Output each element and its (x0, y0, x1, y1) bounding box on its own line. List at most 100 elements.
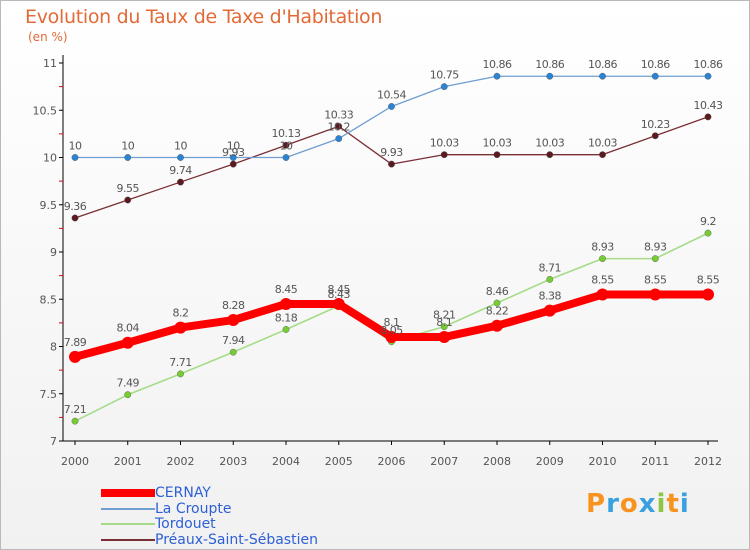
legend-swatch-tordouet (101, 523, 155, 525)
y-tick-label: 10.5 (33, 104, 58, 117)
data-label-la-croupte: 10 (121, 140, 134, 153)
data-point-tordouet (440, 323, 448, 331)
data-label-cernay: 8.38 (539, 290, 562, 303)
x-tick-label: 2006 (378, 455, 406, 468)
chart-title: Evolution du Taux de Taxe d'Habitation (25, 6, 383, 28)
legend-swatch-preaux-saint-sebastien (101, 539, 155, 541)
data-point-preaux-saint-sebastien (651, 132, 659, 140)
data-point-la-croupte (388, 103, 395, 110)
data-point-la-croupte (651, 72, 659, 80)
x-tick-label: 2007 (430, 455, 458, 468)
data-point-tordouet (546, 276, 554, 283)
data-label-cernay: 8.55 (697, 274, 720, 287)
data-point-la-croupte (599, 72, 606, 80)
chart-unit-label: (en %) (28, 30, 68, 44)
data-label-tordouet: 7.49 (117, 377, 140, 390)
data-point-cernay (649, 288, 662, 301)
data-label-la-croupte: 10 (280, 140, 293, 153)
data-point-cernay (385, 331, 398, 344)
data-label-cernay: 8.1 (384, 316, 400, 329)
x-tick-label: 2000 (61, 455, 89, 468)
legend-item-tordouet: Tordouet (101, 516, 216, 532)
data-point-preaux-saint-sebastien (388, 160, 395, 168)
data-label-tordouet: 8.93 (644, 241, 667, 254)
data-point-cernay (174, 321, 187, 334)
data-point-cernay (543, 304, 556, 317)
data-point-preaux-saint-sebastien (335, 122, 343, 130)
data-point-la-croupte (335, 135, 343, 143)
data-point-tordouet (71, 417, 79, 425)
data-label-cernay: 8.45 (275, 283, 298, 296)
y-tick-label: 11 (43, 57, 57, 70)
data-point-tordouet (124, 391, 132, 399)
data-point-preaux-saint-sebastien (704, 113, 712, 121)
data-label-preaux-saint-sebastien: 10.23 (641, 118, 670, 131)
data-label-preaux-saint-sebastien: 10.33 (324, 108, 353, 121)
y-tick-label: 8 (50, 341, 57, 354)
data-label-preaux-saint-sebastien: 9.36 (64, 200, 87, 213)
data-point-cernay (702, 288, 714, 301)
data-label-preaux-saint-sebastien: 10.03 (483, 137, 512, 150)
legend-label-cernay: CERNAY (155, 485, 211, 501)
data-point-preaux-saint-sebastien (124, 196, 132, 204)
legend-label-preaux-saint-sebastien: Préaux-Saint-Sébastien (155, 532, 318, 548)
y-tick-label: 9 (50, 246, 57, 259)
data-label-tordouet: 8.21 (433, 309, 456, 322)
data-point-la-croupte (546, 72, 554, 80)
data-point-tordouet (229, 348, 237, 356)
data-label-preaux-saint-sebastien: 10.43 (694, 99, 723, 112)
data-point-cernay (69, 350, 81, 363)
x-tick-label: 2005 (325, 455, 353, 468)
data-point-la-croupte (71, 154, 79, 161)
y-tick-label: 7 (50, 435, 57, 448)
data-label-preaux-saint-sebastien: 10.03 (430, 137, 459, 150)
data-label-cernay: 8.2 (173, 307, 189, 320)
legend-item-preaux-saint-sebastien: Préaux-Saint-Sébastien (101, 532, 318, 548)
data-label-tordouet: 7.21 (64, 403, 87, 416)
data-label-la-croupte: 10.86 (483, 58, 512, 71)
x-tick-label: 2002 (167, 455, 195, 468)
data-label-preaux-saint-sebastien: 10.03 (588, 137, 617, 150)
data-label-tordouet: 8.05 (380, 324, 403, 337)
data-label-tordouet: 7.94 (222, 334, 245, 347)
data-point-cernay (280, 297, 292, 310)
x-tick-label: 2009 (536, 455, 564, 468)
data-point-la-croupte (282, 154, 290, 161)
x-tick-label: 2008 (483, 455, 511, 468)
data-label-tordouet: 8.71 (539, 261, 562, 274)
x-tick-label: 2011 (641, 455, 669, 468)
data-label-la-croupte: 10.54 (377, 88, 406, 101)
data-label-la-croupte: 10 (174, 140, 187, 153)
legend-swatch-cernay (101, 489, 155, 497)
data-point-tordouet (704, 229, 712, 237)
legend-label-tordouet: Tordouet (155, 516, 216, 532)
data-label-preaux-saint-sebastien: 9.93 (222, 146, 245, 159)
legend-item-cernay: CERNAY (101, 485, 211, 501)
data-label-preaux-saint-sebastien: 10.03 (535, 137, 564, 150)
y-tick-label: 10 (43, 152, 57, 165)
data-point-tordouet (282, 326, 290, 333)
data-point-la-croupte (124, 154, 132, 161)
data-point-la-croupte (229, 154, 237, 161)
data-label-preaux-saint-sebastien: 9.55 (117, 182, 140, 195)
data-label-tordouet: 7.71 (169, 356, 192, 369)
data-point-preaux-saint-sebastien (440, 151, 448, 159)
y-tick-label: 7.5 (40, 388, 58, 401)
data-point-tordouet (177, 370, 184, 378)
data-point-cernay (227, 314, 240, 327)
data-label-tordouet: 8.18 (275, 311, 298, 324)
legend-swatch-la-croupte (101, 508, 155, 510)
data-label-la-croupte: 10.86 (535, 58, 564, 71)
x-tick-label: 2003 (219, 455, 247, 468)
data-label-la-croupte: 10.75 (430, 69, 459, 82)
data-label-cernay: 8.1 (436, 316, 452, 329)
x-tick-label: 2012 (694, 455, 722, 468)
data-point-cernay (332, 297, 345, 310)
data-point-cernay (596, 288, 609, 301)
data-label-la-croupte: 10.86 (641, 58, 670, 71)
data-point-cernay (121, 336, 134, 349)
data-point-la-croupte (440, 83, 448, 91)
y-tick-label: 8.5 (40, 293, 58, 306)
